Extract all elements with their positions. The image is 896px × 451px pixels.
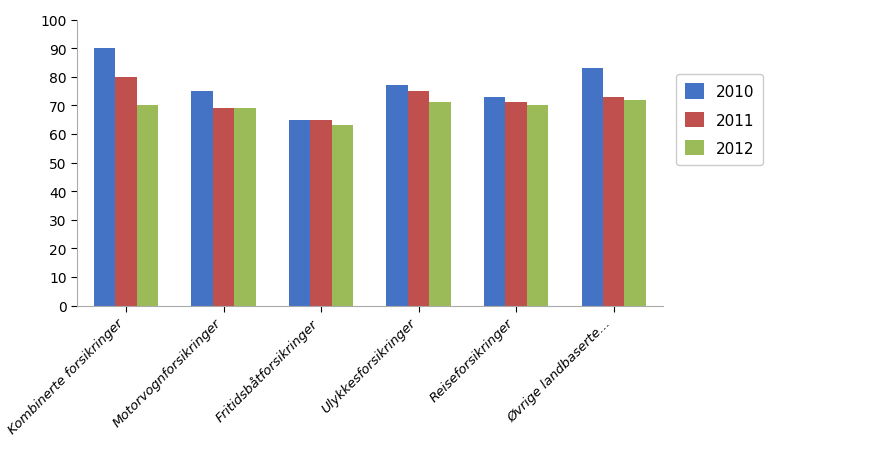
Bar [429,103,451,306]
Bar [603,97,625,306]
Legend: 2010, 2011, 2012: 2010, 2011, 2012 [676,75,763,166]
Bar [234,109,255,306]
Bar [137,106,158,306]
Bar [484,97,505,306]
Bar [625,101,646,306]
Bar [212,109,234,306]
Bar [289,120,310,306]
Bar [408,92,429,306]
Bar [582,69,603,306]
Bar [192,92,212,306]
Bar [94,49,116,306]
Bar [116,78,137,306]
Bar [386,86,408,306]
Bar [310,120,332,306]
Bar [332,126,353,306]
Bar [505,103,527,306]
Bar [527,106,548,306]
